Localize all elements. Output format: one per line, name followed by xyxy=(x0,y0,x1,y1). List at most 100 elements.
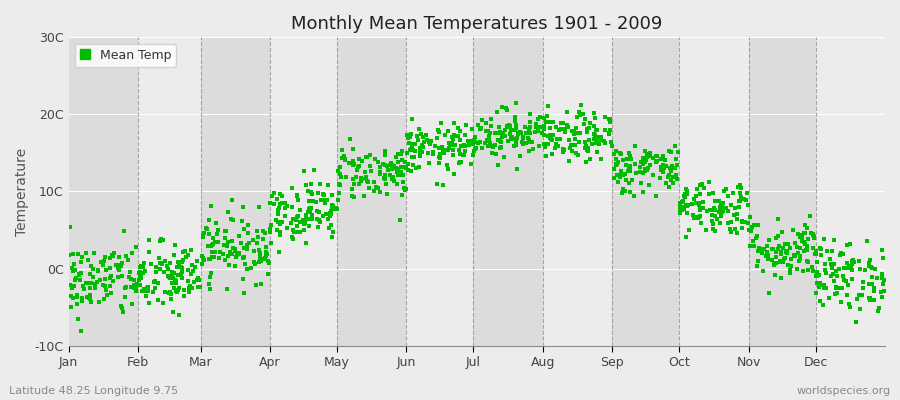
Point xyxy=(391,166,405,173)
Point xyxy=(416,143,430,150)
Point xyxy=(668,165,682,172)
Point xyxy=(769,260,783,266)
Point xyxy=(528,124,543,130)
Point xyxy=(872,304,886,311)
Point xyxy=(354,174,368,181)
Point xyxy=(447,142,462,148)
Point xyxy=(79,250,94,256)
Point xyxy=(706,189,720,196)
Point xyxy=(448,141,463,148)
Point xyxy=(713,206,727,212)
Point xyxy=(776,259,790,266)
Point xyxy=(536,114,551,121)
Point xyxy=(302,204,317,211)
Point xyxy=(395,156,410,163)
Point xyxy=(273,229,287,236)
Point xyxy=(547,144,562,151)
Point xyxy=(742,214,757,220)
Point xyxy=(469,145,483,152)
Point xyxy=(457,148,472,154)
Point xyxy=(334,174,348,180)
Point xyxy=(138,268,152,274)
Point xyxy=(705,217,719,224)
Point xyxy=(401,134,416,141)
Point xyxy=(242,240,256,246)
Point xyxy=(512,153,526,159)
Point xyxy=(834,250,849,256)
Point xyxy=(862,295,877,302)
Point xyxy=(572,112,587,118)
Point xyxy=(293,219,308,225)
Point xyxy=(232,251,247,257)
Point xyxy=(248,282,263,288)
Point xyxy=(733,190,747,197)
Point xyxy=(249,227,264,234)
Point xyxy=(486,144,500,150)
Point xyxy=(832,266,846,272)
Point xyxy=(336,155,350,162)
Point xyxy=(752,245,766,252)
Point xyxy=(166,275,180,281)
Point xyxy=(202,281,216,288)
Point xyxy=(537,126,552,132)
Point xyxy=(862,262,877,269)
Point xyxy=(543,134,557,141)
Point xyxy=(378,162,392,168)
Point xyxy=(76,298,90,304)
Point xyxy=(141,237,156,243)
Point xyxy=(402,134,417,140)
Point xyxy=(670,176,685,182)
Point xyxy=(751,258,765,264)
Point xyxy=(730,230,744,236)
Point xyxy=(473,125,488,131)
Point xyxy=(177,292,192,299)
Point xyxy=(70,292,85,298)
Point xyxy=(598,114,612,120)
Point xyxy=(296,168,310,174)
Point xyxy=(607,175,621,182)
Point xyxy=(422,138,436,145)
Point xyxy=(699,208,714,214)
Point xyxy=(578,139,592,145)
Point xyxy=(640,166,654,173)
Point xyxy=(532,143,546,150)
Point xyxy=(130,281,144,287)
Point xyxy=(97,275,112,282)
Point xyxy=(523,111,537,117)
Point xyxy=(747,222,761,228)
Point xyxy=(819,285,833,292)
Point xyxy=(141,249,156,255)
Bar xyxy=(680,37,749,346)
Point xyxy=(384,162,399,168)
Point xyxy=(363,152,377,159)
Point xyxy=(755,268,770,274)
Point xyxy=(616,186,630,192)
Point xyxy=(793,252,807,259)
Point xyxy=(807,232,822,239)
Point xyxy=(481,128,495,134)
Point xyxy=(760,249,774,255)
Point xyxy=(321,225,336,231)
Point xyxy=(797,248,812,254)
Point xyxy=(868,285,882,292)
Point xyxy=(88,284,103,291)
Point xyxy=(366,188,381,194)
Point xyxy=(840,242,854,249)
Point xyxy=(830,290,844,296)
Point xyxy=(633,164,647,170)
Point xyxy=(312,208,327,215)
Point xyxy=(590,149,605,156)
Point xyxy=(618,162,633,168)
Point xyxy=(285,216,300,222)
Point xyxy=(502,122,517,128)
Point xyxy=(608,162,623,168)
Point xyxy=(222,262,237,268)
Point xyxy=(769,254,783,260)
Point xyxy=(332,181,347,188)
Point xyxy=(643,153,657,159)
Point xyxy=(405,141,419,148)
Point xyxy=(249,240,264,246)
Point xyxy=(844,257,859,264)
Point xyxy=(594,134,608,140)
Point xyxy=(680,210,694,216)
